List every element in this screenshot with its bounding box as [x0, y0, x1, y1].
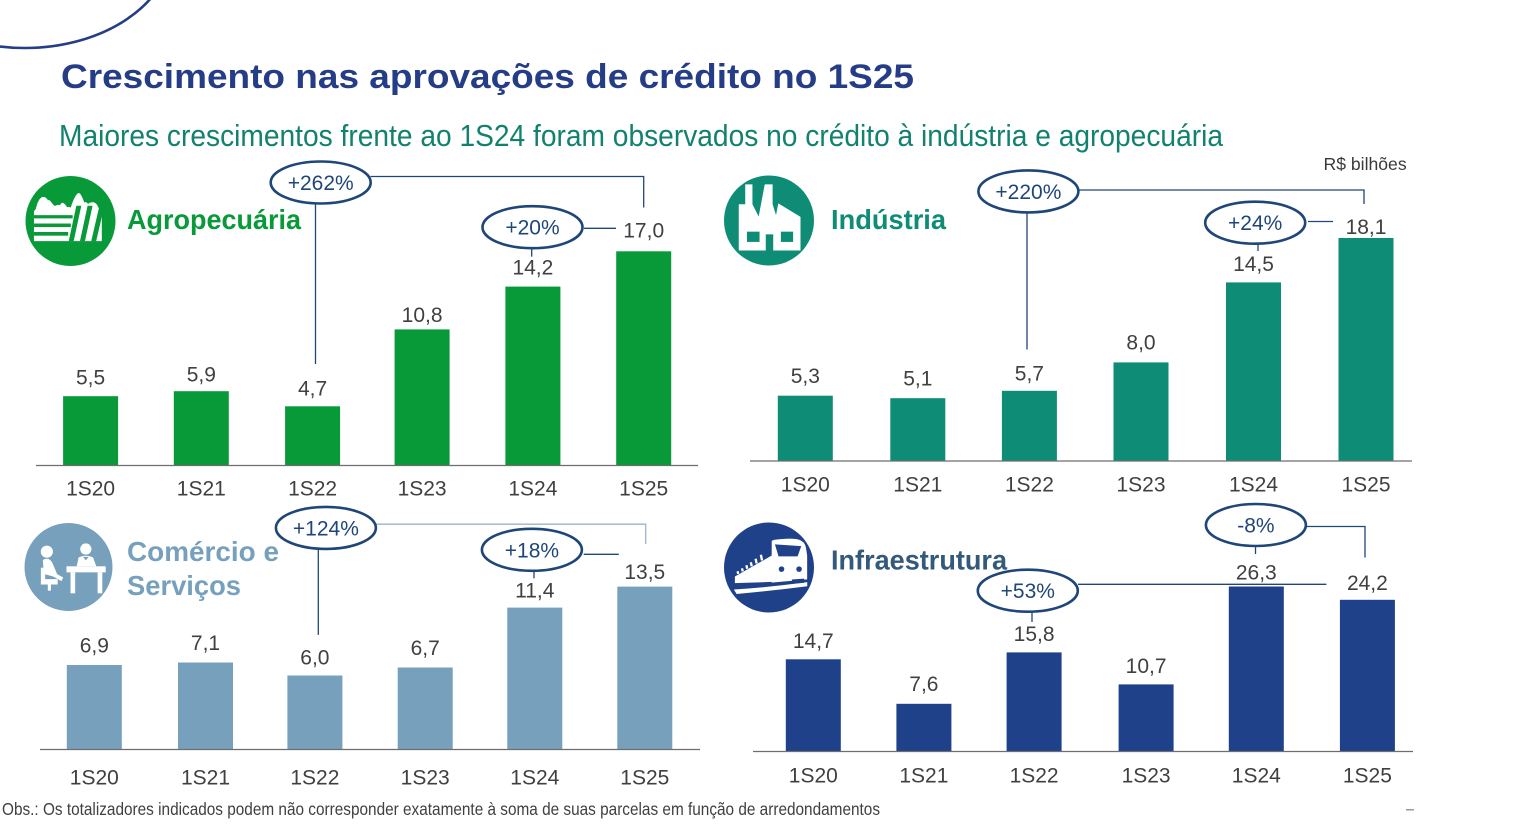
svg-text:1S24: 1S24	[1229, 474, 1278, 497]
svg-text:1S20: 1S20	[66, 478, 115, 501]
svg-text:26,3: 26,3	[1236, 562, 1277, 585]
svg-text:1S25: 1S25	[1343, 765, 1392, 788]
svg-text:13,5: 13,5	[624, 561, 665, 584]
svg-text:R$ bilhões: R$ bilhões	[1324, 154, 1407, 174]
svg-text:4,7: 4,7	[298, 377, 327, 400]
svg-text:1S20: 1S20	[789, 765, 838, 788]
svg-text:5,3: 5,3	[791, 365, 820, 388]
svg-text:1S22: 1S22	[1005, 474, 1054, 497]
svg-text:1S23: 1S23	[401, 767, 450, 790]
svg-text:5,1: 5,1	[903, 368, 932, 391]
svg-text:1S24: 1S24	[508, 478, 557, 501]
svg-text:5,9: 5,9	[187, 364, 216, 387]
svg-text:Infraestrutura: Infraestrutura	[831, 545, 1007, 576]
svg-text:1S23: 1S23	[1122, 765, 1171, 788]
svg-text:24,2: 24,2	[1347, 572, 1388, 595]
svg-text:Comércio e: Comércio e	[127, 536, 279, 567]
svg-text:8,0: 8,0	[1126, 332, 1155, 355]
svg-text:10,8: 10,8	[402, 304, 443, 327]
svg-text:1S25: 1S25	[619, 478, 668, 501]
svg-text:+220%: +220%	[995, 181, 1061, 204]
svg-text:+124%: +124%	[293, 517, 359, 540]
svg-text:+53%: +53%	[1001, 580, 1055, 603]
svg-text:-8%: -8%	[1237, 515, 1274, 538]
svg-text:6,7: 6,7	[411, 637, 440, 660]
svg-text:1S20: 1S20	[70, 767, 119, 790]
svg-text:1S23: 1S23	[1116, 474, 1165, 497]
svg-text:1S20: 1S20	[781, 474, 830, 497]
svg-text:Serviços: Serviços	[127, 570, 241, 601]
svg-text:1S24: 1S24	[510, 767, 559, 790]
svg-text:1S25: 1S25	[1341, 474, 1390, 497]
svg-text:14,2: 14,2	[512, 257, 553, 280]
svg-text:+24%: +24%	[1228, 212, 1282, 235]
svg-text:15,8: 15,8	[1014, 623, 1055, 646]
svg-text:6,0: 6,0	[300, 647, 329, 670]
svg-text:Obs.: Os totalizadores indicad: Obs.: Os totalizadores indicados podem n…	[2, 799, 880, 819]
svg-text:1S21: 1S21	[893, 474, 942, 497]
svg-text:18,1: 18,1	[1346, 216, 1387, 239]
svg-text:1S24: 1S24	[1232, 765, 1281, 788]
svg-text:1S21: 1S21	[177, 478, 226, 501]
svg-text:1S25: 1S25	[620, 767, 669, 790]
svg-text:11,4: 11,4	[515, 580, 555, 603]
svg-text:Indústria: Indústria	[831, 204, 946, 235]
svg-text:+18%: +18%	[505, 539, 559, 562]
svg-text:6,9: 6,9	[80, 635, 109, 658]
svg-text:10,7: 10,7	[1126, 655, 1167, 678]
svg-text:1S21: 1S21	[899, 765, 948, 788]
svg-text:17,0: 17,0	[623, 220, 664, 243]
svg-text:14,5: 14,5	[1233, 253, 1274, 276]
svg-text:1S23: 1S23	[398, 478, 447, 501]
svg-text:1S22: 1S22	[1010, 765, 1059, 788]
svg-text:1S22: 1S22	[290, 767, 339, 790]
svg-text:14,7: 14,7	[793, 630, 834, 653]
svg-text:+262%: +262%	[288, 172, 354, 195]
svg-text:5,7: 5,7	[1015, 362, 1044, 385]
svg-text:7,1: 7,1	[191, 632, 220, 655]
svg-text:1S22: 1S22	[288, 478, 337, 501]
svg-text:Agropecuária: Agropecuária	[127, 204, 301, 235]
svg-text:Crescimento nas aprovações de: Crescimento nas aprovações de crédito no…	[61, 58, 914, 96]
svg-text:Maiores crescimentos frente ao: Maiores crescimentos frente ao 1S24 fora…	[59, 119, 1223, 153]
svg-text:1S21: 1S21	[181, 767, 230, 790]
svg-text:7,6: 7,6	[909, 673, 938, 696]
svg-text:+20%: +20%	[505, 217, 559, 240]
svg-text:5,5: 5,5	[76, 367, 105, 390]
